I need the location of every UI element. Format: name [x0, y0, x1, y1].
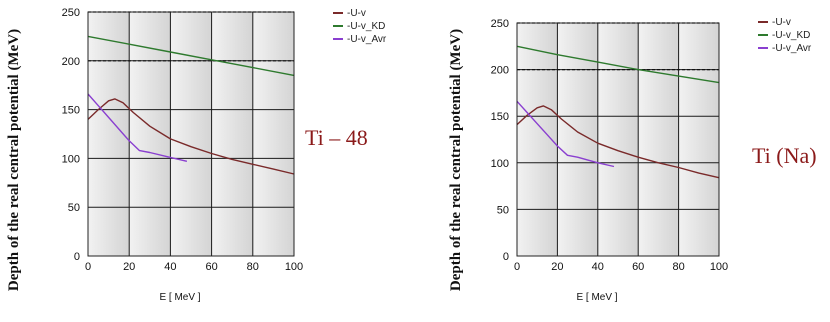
y-tick-labels: 0 50 100 150 200 250 — [491, 18, 509, 263]
x-tick-label: 20 — [123, 261, 135, 273]
y-tick-label: 200 — [491, 65, 509, 77]
background-band — [678, 23, 719, 256]
series-line-u-v-avr — [87, 93, 188, 162]
y-tick-label: 50 — [68, 202, 80, 214]
legend: -U-v -U-v_KD -U-v_Avr — [333, 8, 387, 45]
legend: -U-v -U-v_KD -U-v_Avr — [758, 17, 812, 54]
series-layer — [87, 35, 295, 175]
x-tick-label: 100 — [710, 261, 728, 273]
plot-frame — [516, 22, 720, 257]
series-line-u-v — [87, 98, 295, 175]
x-tick-labels: 0 20 40 60 80 100 — [514, 261, 728, 273]
background-band — [211, 12, 253, 256]
series-line-u-v-kd — [516, 45, 720, 84]
series-line-u-v-kd — [87, 35, 295, 77]
x-tick-label: 0 — [514, 261, 520, 273]
y-tick-label: 100 — [491, 158, 509, 170]
legend-label-u-v: -U-v — [347, 8, 366, 19]
y-tick-label: 0 — [503, 251, 509, 263]
series-line-u-v-avr — [516, 100, 615, 168]
series-line-u-v — [516, 105, 720, 179]
y-tick-label: 250 — [62, 7, 80, 19]
y-tick-label: 250 — [491, 18, 509, 30]
y-tick-label: 150 — [491, 111, 509, 123]
x-tick-label: 60 — [632, 261, 644, 273]
x-tick-label: 20 — [551, 261, 563, 273]
series-layer — [516, 45, 720, 179]
legend-label-u-v-avr: -U-v_Avr — [347, 34, 387, 45]
x-tick-label: 80 — [247, 261, 259, 273]
x-tick-label: 40 — [592, 261, 604, 273]
x-tick-label: 0 — [85, 261, 91, 273]
x-tick-label: 80 — [672, 261, 684, 273]
x-tick-label: 100 — [285, 261, 303, 273]
legend-label-u-v: -U-v — [772, 17, 791, 28]
background-band — [170, 12, 212, 256]
x-tick-label: 60 — [205, 261, 217, 273]
y-tick-label: 150 — [62, 105, 80, 117]
chart-panel-ti-na: 0 20 40 60 80 100 0 50 100 150 200 250 E [ MeV ] D… — [448, 17, 817, 303]
y-tick-label: 50 — [497, 204, 509, 216]
gridlines — [88, 11, 294, 256]
y-tick-labels: 0 50 100 150 200 250 — [62, 7, 80, 263]
x-tick-labels: 0 20 40 60 80 100 — [85, 261, 303, 273]
y-tick-label: 0 — [74, 251, 80, 263]
legend-label-u-v-avr: -U-v_Avr — [772, 43, 812, 54]
background-band — [252, 12, 294, 256]
plot-frame — [87, 11, 295, 257]
plot-background — [517, 23, 719, 256]
y-tick-label: 200 — [62, 56, 80, 68]
background-band — [638, 23, 679, 256]
x-tick-label: 40 — [164, 261, 176, 273]
y-axis-label: Depth of the real central potential (MeV… — [448, 29, 464, 291]
material-annotation: Ti – 48 — [305, 125, 368, 150]
material-annotation: Ti (Na) — [752, 143, 817, 168]
x-axis-label: E [ MeV ] — [159, 292, 200, 303]
x-axis-label: E [ MeV ] — [576, 292, 617, 303]
legend-label-u-v-kd: -U-v_KD — [347, 21, 385, 32]
y-axis-label: Depth of the real central potential (MeV… — [6, 29, 22, 291]
legend-label-u-v-kd: -U-v_KD — [772, 30, 810, 41]
background-band — [597, 23, 639, 256]
plot-background — [88, 12, 294, 256]
y-tick-label: 100 — [62, 153, 80, 165]
chart-panel-ti48: 0 20 40 60 80 100 0 50 100 150 200 250 E [ MeV ] D… — [6, 7, 387, 303]
